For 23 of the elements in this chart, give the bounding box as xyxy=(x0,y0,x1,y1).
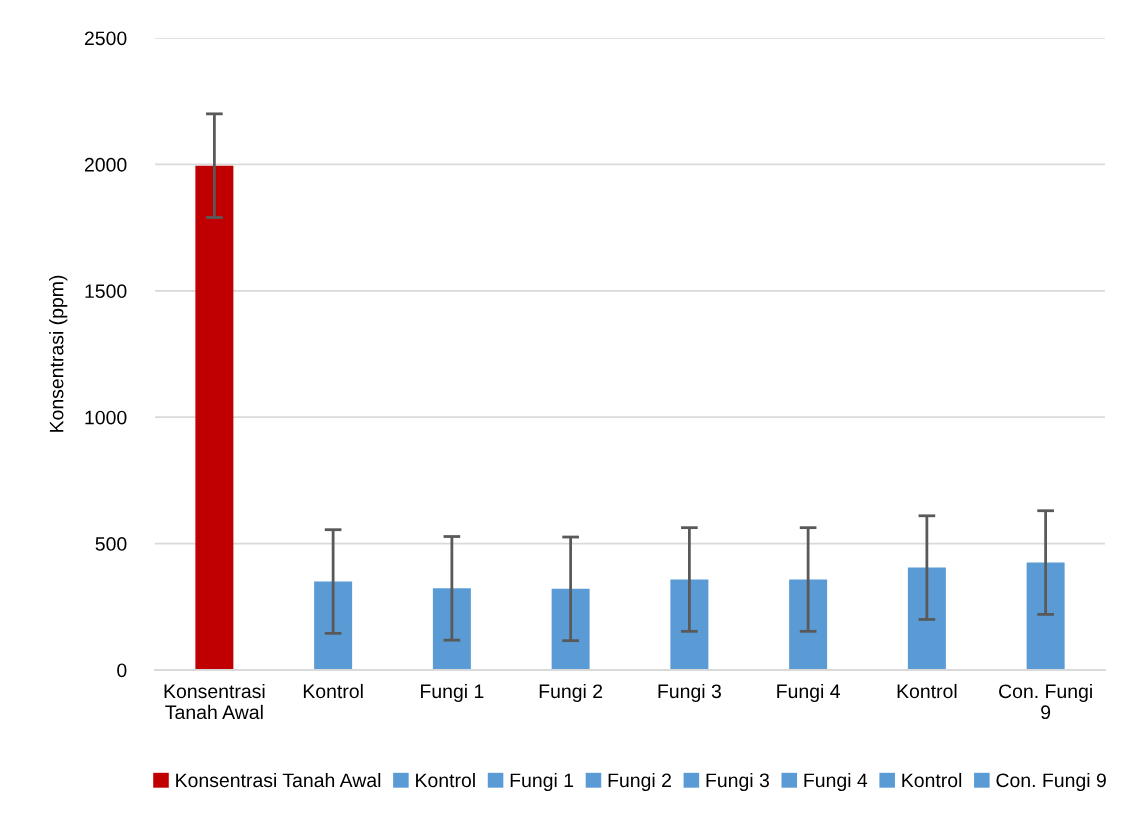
y-tick-label: 1000 xyxy=(85,410,127,425)
y-tick-label: 2000 xyxy=(84,157,127,172)
legend-label: Kontrol xyxy=(902,772,962,788)
legend-label: Fungi 3 xyxy=(706,772,769,792)
y-tick-label: 500 xyxy=(95,537,127,551)
x-tick-label: Fungi 2 xyxy=(539,683,603,703)
x-tick-label: Fungi 3 xyxy=(658,683,721,703)
legend-label: Fungi 4 xyxy=(804,772,868,792)
legend-label: Kontrol xyxy=(416,772,475,788)
x-tick-label: Kontrol xyxy=(303,683,363,699)
legend-label: Fungi 2 xyxy=(608,772,671,792)
x-tick-label: Con. Fungi 9 xyxy=(999,683,1092,720)
x-tick-label: Kontrol xyxy=(897,683,957,699)
y-axis-title: Konsentrasi (ppm) xyxy=(49,275,68,432)
legend-label: Konsentrasi Tanah Awal xyxy=(176,772,381,788)
x-tick-label: Konsentrasi Tanah Awal xyxy=(164,683,265,720)
y-tick-label: 2500 xyxy=(84,31,127,46)
x-tick-label: Fungi 1 xyxy=(421,683,484,703)
legend-label: Fungi 1 xyxy=(510,772,574,792)
legend-label: Con. Fungi 9 xyxy=(996,772,1106,792)
x-tick-label: Fungi 4 xyxy=(777,683,840,703)
y-tick-label: 0 xyxy=(117,663,127,678)
y-tick-label: 1500 xyxy=(85,284,127,299)
